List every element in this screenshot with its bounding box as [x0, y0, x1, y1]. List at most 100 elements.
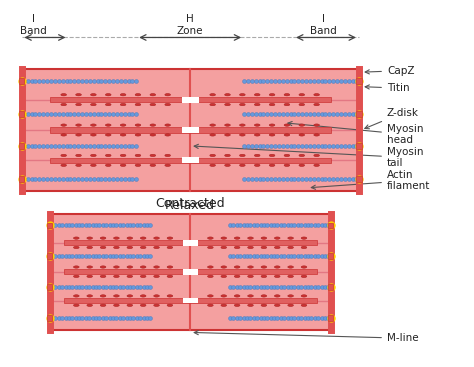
Bar — [356, 143, 362, 149]
Bar — [182, 127, 199, 133]
Ellipse shape — [314, 124, 319, 126]
Ellipse shape — [269, 164, 275, 167]
Ellipse shape — [61, 134, 66, 136]
Ellipse shape — [248, 246, 253, 248]
Text: I
Band: I Band — [310, 14, 337, 36]
Ellipse shape — [284, 134, 290, 136]
Ellipse shape — [114, 295, 119, 297]
Ellipse shape — [120, 124, 126, 126]
Ellipse shape — [255, 154, 260, 157]
Ellipse shape — [140, 275, 146, 277]
Ellipse shape — [234, 295, 240, 297]
Ellipse shape — [167, 295, 173, 297]
Ellipse shape — [105, 124, 111, 126]
Ellipse shape — [127, 304, 133, 306]
Bar — [182, 157, 199, 163]
Ellipse shape — [140, 266, 146, 268]
Ellipse shape — [288, 266, 293, 268]
Ellipse shape — [167, 304, 173, 306]
Ellipse shape — [239, 164, 245, 167]
Ellipse shape — [100, 275, 106, 277]
Ellipse shape — [284, 124, 290, 126]
Ellipse shape — [73, 237, 79, 239]
Ellipse shape — [150, 134, 155, 136]
Ellipse shape — [127, 275, 133, 277]
Ellipse shape — [76, 164, 82, 167]
Ellipse shape — [73, 295, 79, 297]
Bar — [182, 269, 198, 275]
Ellipse shape — [299, 124, 305, 126]
Ellipse shape — [76, 154, 82, 157]
Ellipse shape — [210, 124, 216, 126]
Ellipse shape — [225, 103, 230, 106]
Ellipse shape — [255, 164, 260, 167]
Ellipse shape — [314, 164, 319, 167]
Ellipse shape — [301, 304, 307, 306]
Ellipse shape — [225, 134, 230, 136]
Text: I
Band: I Band — [20, 14, 46, 36]
Ellipse shape — [87, 304, 92, 306]
Ellipse shape — [284, 164, 290, 167]
Bar — [356, 175, 362, 182]
Bar — [18, 143, 24, 149]
Ellipse shape — [105, 154, 111, 157]
Ellipse shape — [255, 103, 260, 106]
Ellipse shape — [239, 103, 245, 106]
Ellipse shape — [239, 124, 245, 126]
Ellipse shape — [87, 246, 92, 248]
Ellipse shape — [269, 124, 275, 126]
Ellipse shape — [255, 124, 260, 126]
Ellipse shape — [288, 295, 293, 297]
Ellipse shape — [314, 94, 319, 96]
Ellipse shape — [239, 94, 245, 96]
Text: CapZ: CapZ — [365, 66, 414, 76]
Ellipse shape — [140, 246, 146, 248]
Ellipse shape — [225, 124, 230, 126]
Ellipse shape — [140, 304, 146, 306]
Bar — [328, 222, 334, 228]
Ellipse shape — [221, 304, 227, 306]
Ellipse shape — [87, 237, 92, 239]
Ellipse shape — [221, 295, 227, 297]
Ellipse shape — [261, 246, 267, 248]
Bar — [64, 240, 317, 246]
Ellipse shape — [274, 266, 280, 268]
Bar — [328, 284, 334, 290]
Ellipse shape — [165, 134, 171, 136]
Ellipse shape — [150, 164, 155, 167]
Ellipse shape — [210, 164, 216, 167]
Ellipse shape — [154, 246, 159, 248]
Ellipse shape — [288, 237, 293, 239]
Ellipse shape — [73, 246, 79, 248]
Ellipse shape — [234, 266, 240, 268]
Text: Myosin
tail: Myosin tail — [194, 144, 423, 168]
Ellipse shape — [73, 275, 79, 277]
Ellipse shape — [114, 275, 119, 277]
Ellipse shape — [76, 94, 82, 96]
Bar — [50, 97, 331, 102]
Ellipse shape — [210, 103, 216, 106]
Bar — [356, 111, 362, 117]
Ellipse shape — [150, 103, 155, 106]
Ellipse shape — [87, 266, 92, 268]
Ellipse shape — [301, 295, 307, 297]
Ellipse shape — [167, 275, 173, 277]
Ellipse shape — [284, 154, 290, 157]
Ellipse shape — [269, 103, 275, 106]
Text: Myosin
head: Myosin head — [288, 121, 423, 145]
Ellipse shape — [127, 295, 133, 297]
Ellipse shape — [208, 246, 213, 248]
Ellipse shape — [234, 246, 240, 248]
Ellipse shape — [154, 295, 159, 297]
Ellipse shape — [120, 154, 126, 157]
Ellipse shape — [135, 154, 141, 157]
Bar — [47, 284, 53, 290]
Ellipse shape — [221, 237, 227, 239]
Ellipse shape — [114, 266, 119, 268]
Ellipse shape — [135, 164, 141, 167]
Bar — [328, 253, 334, 259]
Bar — [182, 240, 198, 246]
Ellipse shape — [135, 124, 141, 126]
Bar — [182, 97, 199, 103]
Ellipse shape — [140, 237, 146, 239]
